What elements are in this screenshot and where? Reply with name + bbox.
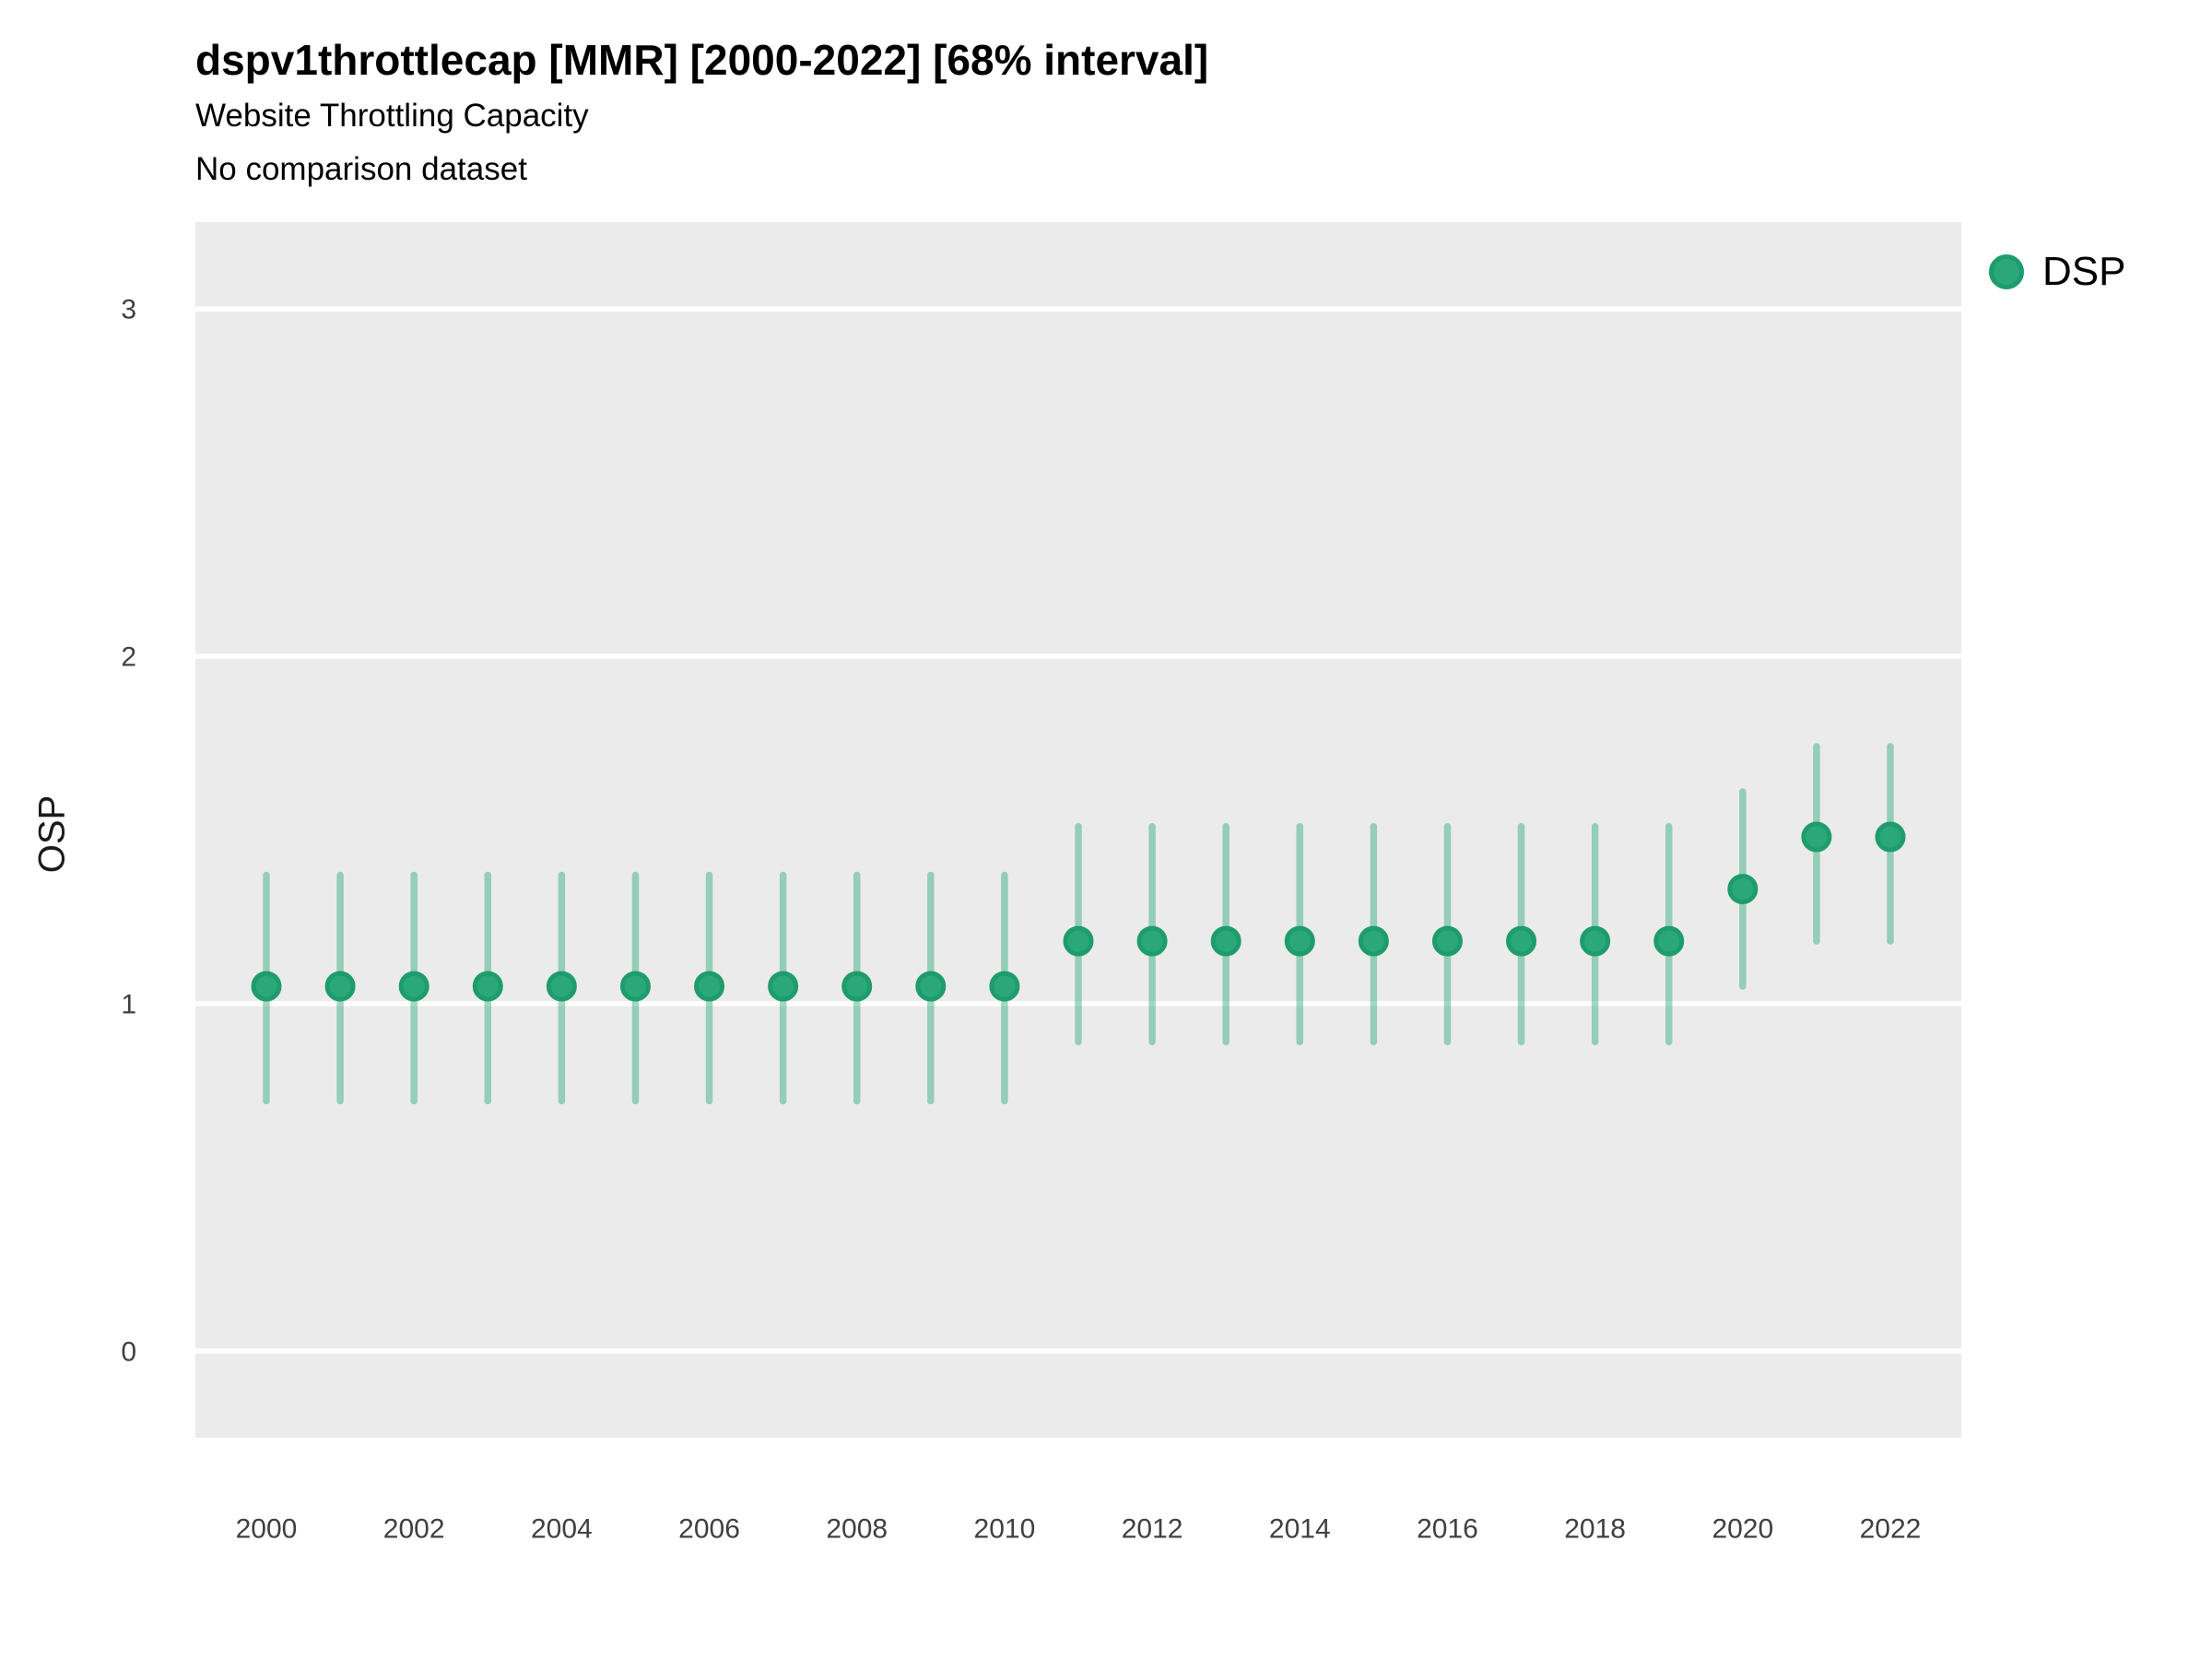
x-tick-label: 2004 [531, 1514, 593, 1545]
data-point [1136, 925, 1168, 957]
data-point [324, 971, 356, 1002]
legend-label: DSP [2042, 249, 2126, 294]
data-point [1727, 874, 1759, 905]
x-tick-label: 2022 [1860, 1514, 1922, 1545]
data-point [1506, 925, 1537, 957]
data-point [398, 971, 429, 1002]
data-point [251, 971, 282, 1002]
data-point [619, 971, 651, 1002]
data-point [989, 971, 1020, 1002]
x-tick-label: 2002 [383, 1514, 445, 1545]
data-point [1801, 821, 1832, 853]
data-point [546, 971, 577, 1002]
chart-subtitle: Website Throttling Capacity [195, 98, 589, 134]
data-point [768, 971, 799, 1002]
y-tick-label: 3 [121, 295, 136, 325]
panel-background [195, 222, 1961, 1438]
data-point [1653, 925, 1685, 957]
x-tick-label: 2010 [974, 1514, 1036, 1545]
x-tick-label: 2018 [1564, 1514, 1626, 1545]
chart-subtitle-2: No comparison dataset [195, 151, 527, 187]
data-point [915, 971, 947, 1002]
legend: DSP [1989, 249, 2125, 295]
data-point [1875, 821, 1906, 853]
data-point [1358, 925, 1389, 957]
x-tick-label: 2016 [1417, 1514, 1478, 1545]
legend-marker-dot [1989, 254, 2024, 289]
y-tick-label: 1 [121, 989, 136, 1019]
data-point [1431, 925, 1463, 957]
data-point [1210, 925, 1241, 957]
data-point [694, 971, 725, 1002]
x-tick-label: 2006 [678, 1514, 740, 1545]
x-tick-label: 2012 [1122, 1514, 1183, 1545]
x-tick-label: 2008 [826, 1514, 888, 1545]
data-point [1284, 925, 1315, 957]
data-point [1063, 925, 1094, 957]
y-tick-label: 0 [121, 1336, 136, 1367]
chart-title: dspv1throttlecap [MMR] [2000-2022] [68% … [195, 36, 1209, 84]
data-point [472, 971, 503, 1002]
x-tick-label: 2000 [236, 1514, 298, 1545]
x-tick-label: 2020 [1712, 1514, 1773, 1545]
data-point [1580, 925, 1611, 957]
y-tick-label: 2 [121, 642, 136, 673]
x-tick-label: 2014 [1269, 1514, 1331, 1545]
data-point [841, 971, 873, 1002]
